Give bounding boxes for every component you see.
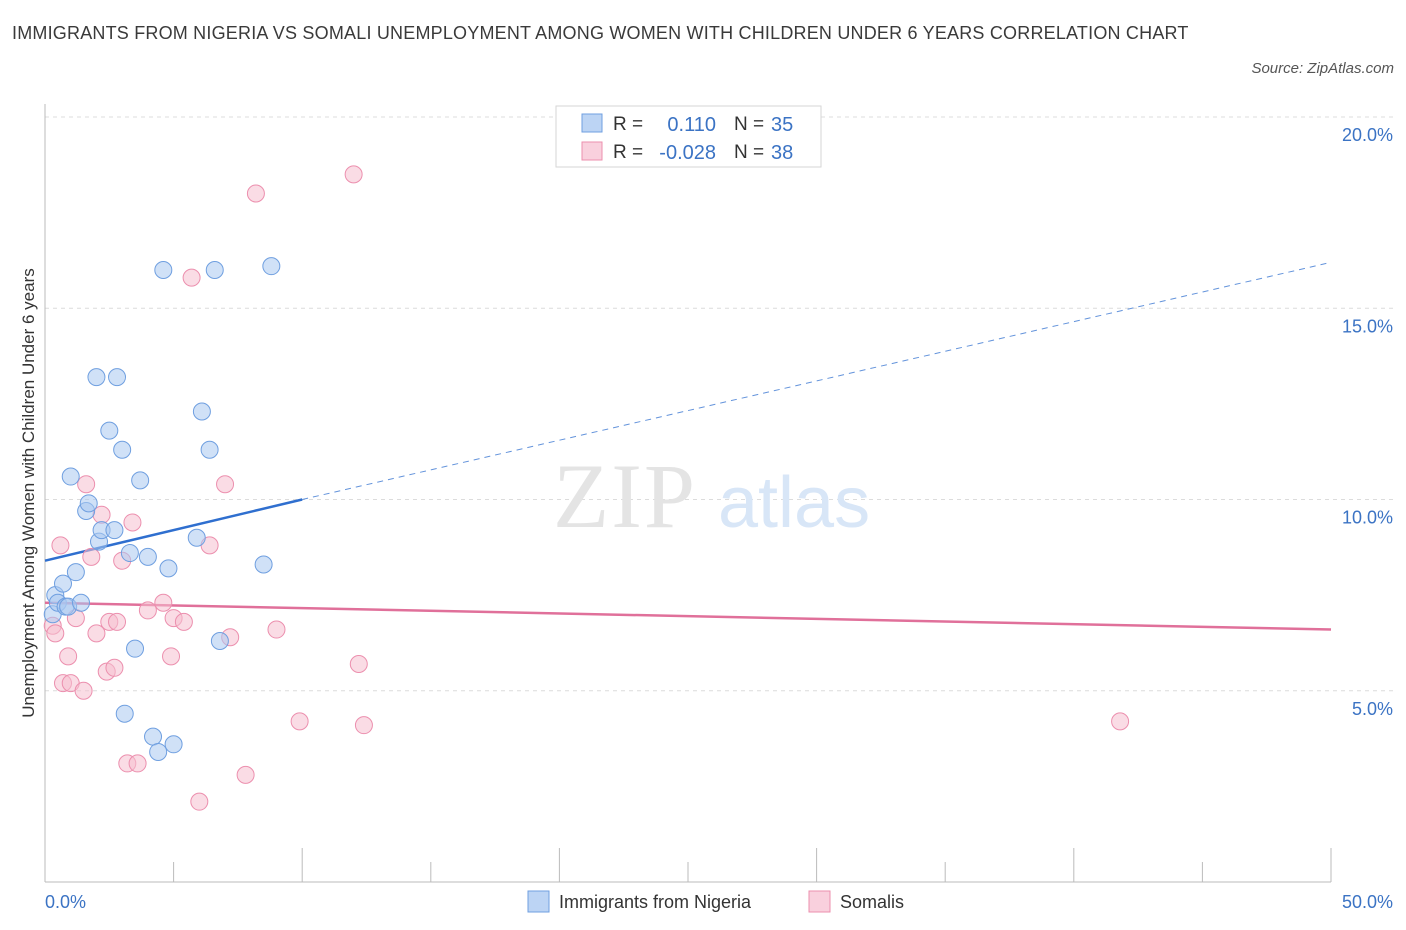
legend-swatch-somali [581,141,603,161]
somali-point [236,765,255,784]
nigeria-point [108,368,127,387]
nigeria-point [192,402,211,421]
series-legend-label-nigeria: Immigrants from Nigeria [559,892,752,912]
series-legend-label-somali: Somalis [840,892,904,912]
somali-point [77,475,96,494]
nigeria-point [105,521,124,540]
somali-point [138,601,157,620]
somali-point [174,612,193,631]
somali-point [349,654,368,673]
nigeria-point [164,735,183,754]
watermark-atlas: atlas [718,463,870,543]
series-legend-swatch-nigeria [527,890,550,913]
somali-point [59,647,78,666]
nigeria-point [205,261,224,279]
tick-labels: 5.0% 10.0% 15.0% 20.0% 0.0% 50.0% [45,125,1393,912]
somali-point [105,658,124,677]
nigeria-point [100,421,119,440]
somali-point [87,624,106,643]
legend-n-value-nigeria: 35 [771,114,793,136]
somali-point [216,475,235,494]
legend-r-value-nigeria: 0.110 [667,114,716,136]
somali-point [74,681,93,700]
somali-point [1111,712,1130,731]
somali-point [246,184,265,203]
nigeria-point [159,559,178,578]
nigeria-point [54,574,73,593]
correlation-legend: R = 0.110 N = 35 R = -0.028 N = 38 [555,105,822,168]
legend-n-label-somali: N = [734,142,764,163]
legend-r-value-somali: -0.028 [659,142,716,164]
trend-line-somali [44,601,1332,631]
y-tick-label: 10.0% [1342,508,1393,528]
x-tick-label: 50.0% [1342,892,1393,912]
watermark: ZIP atlas [553,445,870,547]
nigeria-point [87,368,106,387]
nigeria-point [120,544,139,563]
somali-point [162,647,181,666]
nigeria-point [126,639,145,658]
y-axis-title: Unemployment Among Women with Children U… [19,268,38,717]
somali-point [46,624,65,643]
somali-point [344,165,363,184]
y-tick-label: 5.0% [1352,699,1393,719]
somali-point [128,754,147,773]
nigeria-point [262,257,281,276]
series-legend-swatch-somali [808,890,831,913]
nigeria-point [200,440,219,459]
somali-point [51,536,70,555]
nigeria-point [138,547,157,566]
somali-point [182,268,201,287]
watermark-zip: ZIP [553,445,697,547]
nigeria-point [254,555,273,574]
nigeria-point [187,528,206,547]
somali-point [290,712,309,731]
nigeria-point [144,727,163,746]
somali-point [354,716,373,735]
source-credit: Source: ZipAtlas.com [1251,60,1394,77]
nigeria-point [210,632,229,651]
chart-title: IMMIGRANTS FROM NIGERIA VS SOMALI UNEMPL… [12,23,1189,43]
nigeria-point [113,440,132,459]
nigeria-point [149,742,168,761]
somali-point [108,612,127,631]
gridlines [45,116,1393,692]
legend-n-label-nigeria: N = [734,114,764,135]
y-tick-label: 20.0% [1342,125,1393,145]
y-tick-label: 15.0% [1342,316,1393,336]
somali-point [267,620,286,639]
legend-n-value-somali: 38 [771,142,793,164]
somali-point [154,593,173,612]
nigeria-point [131,471,150,490]
legend-swatch-nigeria [581,113,603,133]
somali-point [123,513,142,532]
somali-point [82,547,101,566]
nigeria-point [79,494,98,513]
nigeria-point [61,467,80,486]
somali-point [190,792,209,811]
data-points [43,165,1130,811]
x-tick-label: 0.0% [45,892,86,912]
nigeria-point [115,704,134,723]
nigeria-point [66,563,85,582]
nigeria-point [72,593,91,612]
nigeria-point [154,261,173,279]
legend-r-label-somali: R = [613,142,643,163]
axes [44,104,1332,883]
legend-r-label-nigeria: R = [613,114,643,135]
series-legend: Immigrants from Nigeria Somalis [527,890,904,913]
